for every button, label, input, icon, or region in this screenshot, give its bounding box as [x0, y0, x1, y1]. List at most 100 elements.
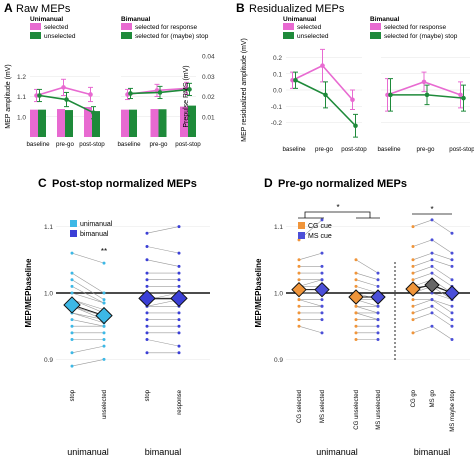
y-tick-label: 0.1 — [273, 71, 282, 78]
x-tick-label: post-stop — [341, 146, 367, 153]
data-point — [354, 304, 358, 308]
pair-line — [412, 239, 453, 254]
y-tick-label: 1.0 — [274, 291, 283, 298]
pair-line — [146, 226, 180, 234]
data-point — [450, 318, 454, 322]
data-point — [430, 324, 434, 328]
data-point — [376, 284, 380, 288]
mean-diamond — [314, 281, 330, 298]
mean-diamond — [291, 281, 307, 298]
x-tick-label: post-stop — [79, 141, 105, 148]
data-point — [177, 344, 181, 348]
legend-title: Unimanual — [283, 16, 316, 23]
x-tick-label: baseline — [377, 146, 401, 153]
x-tick-label: stop — [70, 389, 76, 401]
data-point — [430, 291, 434, 295]
data-point — [354, 284, 358, 288]
data-point — [297, 238, 301, 242]
data-point — [70, 291, 74, 295]
data-point — [353, 123, 358, 129]
data-point — [297, 298, 301, 302]
legend-swatch — [121, 32, 132, 39]
legend-swatch — [283, 32, 294, 39]
data-point — [411, 258, 415, 262]
data-point — [177, 318, 181, 322]
pair-line — [71, 359, 105, 367]
legend-item: selected — [297, 24, 322, 31]
rms-bar — [92, 111, 100, 137]
data-point — [297, 278, 301, 282]
data-point — [145, 258, 149, 262]
x-tick-label: CG unselected — [354, 390, 360, 430]
panel-d-title: Pre-go normalized MEPs — [278, 178, 407, 190]
rms-bar — [150, 109, 159, 137]
data-point — [145, 318, 149, 322]
y-tick-label: 0.2 — [273, 55, 282, 62]
data-point — [421, 79, 427, 85]
y-tick-label: 1.1 — [274, 224, 283, 231]
data-point — [102, 291, 106, 295]
pair-line — [355, 259, 379, 274]
pair-line — [71, 345, 105, 354]
x-tick-label: pre-go — [315, 146, 333, 153]
pair-line — [355, 279, 379, 287]
data-point — [354, 258, 358, 262]
pair-line — [355, 286, 379, 294]
data-point — [70, 251, 74, 255]
pair-line — [298, 299, 323, 307]
y-tick-label: 0.9 — [44, 357, 53, 364]
data-point — [320, 298, 324, 302]
x-tick-label: unselected — [102, 390, 108, 419]
data-point — [411, 278, 415, 282]
data-point — [177, 225, 181, 229]
data-point — [461, 95, 466, 101]
x-tick-label: pre-go — [150, 141, 168, 148]
y-axis-label: MEP residualized amplitude (mV) — [241, 38, 248, 142]
data-point — [450, 264, 454, 268]
data-point — [177, 278, 181, 282]
data-point — [145, 231, 149, 235]
x-tick-label: stop — [145, 389, 151, 401]
data-point — [177, 351, 181, 355]
data-point — [411, 311, 415, 315]
data-point — [411, 304, 415, 308]
data-point — [354, 311, 358, 315]
data-point — [424, 92, 430, 98]
data-point — [297, 258, 301, 262]
data-point — [411, 225, 415, 229]
data-point — [450, 338, 454, 341]
data-point — [145, 245, 149, 248]
legend-title: Bimanual — [121, 16, 150, 23]
data-point — [145, 324, 149, 328]
y-axis-label: MEP/MEPbaseline — [254, 258, 263, 327]
data-point — [354, 338, 358, 341]
data-point — [376, 311, 380, 315]
data-point — [102, 298, 106, 302]
data-point — [411, 245, 415, 248]
y2-tick-label: 0.04 — [202, 54, 215, 61]
x-tick-label: MS maybe stop — [450, 389, 456, 431]
data-point — [320, 318, 324, 322]
panel-a-title: Raw MEPs — [16, 3, 71, 15]
y-tick-label: 1.0 — [44, 291, 53, 298]
rms-bar — [57, 109, 65, 137]
mean-diamond — [424, 277, 440, 293]
data-point — [70, 271, 74, 275]
pair-line — [355, 312, 379, 320]
data-point — [102, 324, 106, 328]
y-tick-label: 1.1 — [17, 94, 26, 101]
data-point — [450, 258, 454, 262]
mean-diamond — [170, 289, 188, 308]
legend-swatch — [283, 23, 294, 30]
rms-bar — [129, 109, 137, 137]
data-point — [411, 271, 415, 275]
data-point — [64, 97, 69, 102]
pair-line — [71, 272, 105, 294]
y-tick-label: -0.1 — [271, 104, 283, 111]
mean-diamond — [63, 296, 81, 314]
y2-tick-label: 0.02 — [202, 94, 215, 101]
significance-label: * — [336, 203, 339, 212]
pair-line — [71, 279, 105, 300]
pair-line — [298, 279, 323, 287]
pair-line — [412, 312, 453, 327]
